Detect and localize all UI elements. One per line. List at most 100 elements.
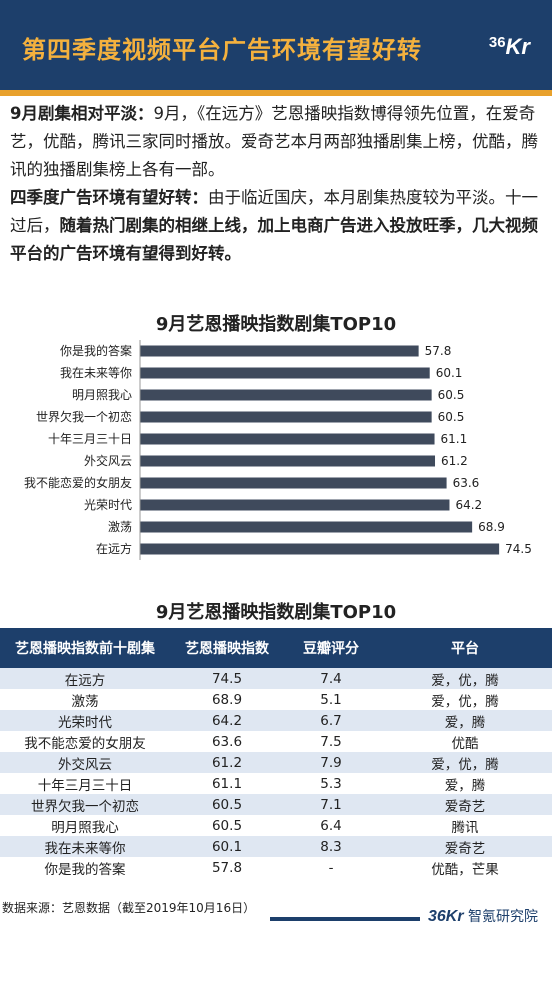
bar [140,411,432,423]
logo-number: 36 [488,34,506,51]
cell-platform: 爱，优，腾 [378,668,552,689]
value-label: 68.9 [478,520,505,534]
cell-platform: 爱，腾 [378,773,552,794]
data-source-note: 数据来源：艺恩数据（截至2019年10月16日） [2,901,256,915]
category-label: 在远方 [96,541,132,556]
table-row: 激荡 68.9 5.1 爱，优，腾 [0,689,552,710]
cell-title: 光荣时代 [0,710,170,731]
cell-douban: 5.1 [284,689,378,710]
table-row: 你是我的答案 57.8- 优酷，芒果 [0,857,552,878]
intro-p2-emphasis: 随着热门剧集的相继上线，加上电商广告进入投放旺季，几大视频平台的广告环境有望得到… [10,216,538,263]
col-header-douban: 豆瓣评分 [284,628,378,668]
cell-index: 60.1 [170,836,284,857]
cell-douban: 6.7 [284,710,378,731]
cell-index: 68.9 [170,689,284,710]
cell-index: 61.2 [170,752,284,773]
cell-title: 明月照我心 [0,815,170,836]
value-label: 60.5 [438,410,465,424]
cell-index: 61.1 [170,773,284,794]
category-label: 明月照我心 [72,388,132,402]
category-label: 我在未来等你 [60,366,132,380]
cell-platform: 爱，腾 [378,710,552,731]
intro-p1-heading: 9月剧集相对平淡： [10,104,154,123]
table-row: 十年三月三十日 61.1 5.3 爱，腾 [0,773,552,794]
value-label: 74.5 [505,542,532,556]
intro-p2-body: 由于临近国庆，本月剧集热度较为平淡。十一过后， [10,188,538,235]
category-label: 外交风云 [84,453,132,468]
bar-chart: 你是我的答案 57.8 我在未来等你 60.1 明月照我心 60.5 世界欠我一个初恋 60.… [24,340,532,560]
value-label: 61.1 [441,432,468,446]
bar [140,477,447,489]
cell-index: 64.2 [170,710,284,731]
bar [140,543,500,555]
category-label: 激荡 [108,520,132,534]
intro-p2-heading: 四季度广告环境有望好转： [10,188,208,207]
cell-index: 60.5 [170,794,284,815]
category-label: 你是我的答案 [60,343,132,358]
cell-douban: 7.5 [284,731,378,752]
category-label: 世界欠我一个初恋 [36,409,132,424]
table-header-row: 艺恩播映指数前十剧集 艺恩播映指数 豆瓣评分 平台 [0,628,552,668]
page-title: 第四季度视频平台广告环境有望好转 [22,36,422,64]
value-label: 61.2 [441,454,468,468]
value-label: 57.8 [425,344,452,358]
cell-title: 十年三月三十日 [0,773,170,794]
table-row: 明月照我心 60.5 6.4 腾讯 [0,815,552,836]
bar [140,345,419,357]
bar [140,455,436,467]
cell-platform: 爱奇艺 [378,794,552,815]
cell-title: 在远方 [0,668,170,689]
col-header-index: 艺恩播映指数 [170,628,284,668]
table-row: 世界欠我一个初恋 60.5 7.1 爱奇艺 [0,794,552,815]
cell-douban: 7.9 [284,752,378,773]
bar [140,521,473,533]
cell-douban: 5.3 [284,773,378,794]
value-label: 60.1 [436,366,463,380]
table-row: 我不能恋爱的女朋友 63.6 7.5 优酷 [0,731,552,752]
bar [140,389,432,401]
cell-title: 我在未来等你 [0,836,170,857]
cell-title: 外交风云 [0,752,170,773]
cell-index: 74.5 [170,668,284,689]
cell-platform: 爱，优，腾 [378,752,552,773]
cell-platform: 爱，优，腾 [378,689,552,710]
cell-platform: 优酷 [378,731,552,752]
footer-logo-text: 智氪研究院 [468,909,539,925]
value-label: 63.6 [453,476,480,490]
logo-letters: Kr [505,34,530,59]
intro-paragraph-1: 9月剧集相对平淡：9月，《在远方》艺恩播映指数博得领先位置，在爱奇艺，优酷，腾讯… [10,100,546,184]
cell-title: 你是我的答案 [0,857,170,878]
intro-p1-body: 9月，《在远方》艺恩播映指数博得领先位置，在爱奇艺，优酷，腾讯三家同时播放。爱奇… [10,104,538,179]
brand-logo: 36Kr [489,34,530,60]
footer-divider [270,917,420,921]
bar [140,433,435,445]
col-header-platform: 平台 [378,628,552,668]
footer-logo-mark: 36Kr [428,908,464,925]
page-header: 第四季度视频平台广告环境有望好转 36Kr [0,0,552,96]
table-row: 光荣时代 64.2 6.7 爱，腾 [0,710,552,731]
chart-title: 9月艺恩播映指数剧集TOP10 [155,314,397,335]
table-title: 9月艺恩播映指数剧集TOP10 [155,602,397,623]
category-label: 我不能恋爱的女朋友 [24,475,132,490]
value-label: 60.5 [438,388,465,402]
value-label: 64.2 [455,498,482,512]
cell-douban: 7.1 [284,794,378,815]
table-row: 我在未来等你 60.1 8.3 爱奇艺 [0,836,552,857]
cell-platform: 腾讯 [378,815,552,836]
cell-title: 我不能恋爱的女朋友 [0,731,170,752]
cell-title: 世界欠我一个初恋 [0,794,170,815]
col-header-title: 艺恩播映指数前十剧集 [0,628,170,668]
category-label: 十年三月三十日 [48,432,132,446]
cell-index: 60.5 [170,815,284,836]
cell-index: 63.6 [170,731,284,752]
table-row: 在远方 74.5 7.4 爱，优，腾 [0,668,552,689]
intro-text: 9月剧集相对平淡：9月，《在远方》艺恩播映指数博得领先位置，在爱奇艺，优酷，腾讯… [10,100,546,268]
cell-platform: 优酷，芒果 [378,857,552,878]
table-body: 在远方 74.5 7.4 爱，优，腾 激荡 68.9 5.1 爱，优，腾 光荣时代 64.2 6.7… [0,668,552,878]
table-row: 外交风云 61.2 7.9 爱，优，腾 [0,752,552,773]
cell-douban: 8.3 [284,836,378,857]
cell-douban: 6.4 [284,815,378,836]
bar [140,367,430,379]
cell-douban: - [284,857,378,878]
bar [140,499,450,511]
